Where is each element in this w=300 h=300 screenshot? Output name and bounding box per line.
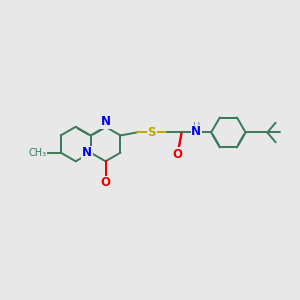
Text: H: H [193, 122, 200, 131]
Text: O: O [172, 148, 182, 161]
Text: CH₃: CH₃ [28, 148, 46, 158]
Text: S: S [147, 126, 156, 139]
Text: N: N [82, 146, 92, 159]
Text: N: N [191, 125, 201, 138]
Text: N: N [100, 115, 111, 128]
Text: O: O [100, 176, 111, 190]
